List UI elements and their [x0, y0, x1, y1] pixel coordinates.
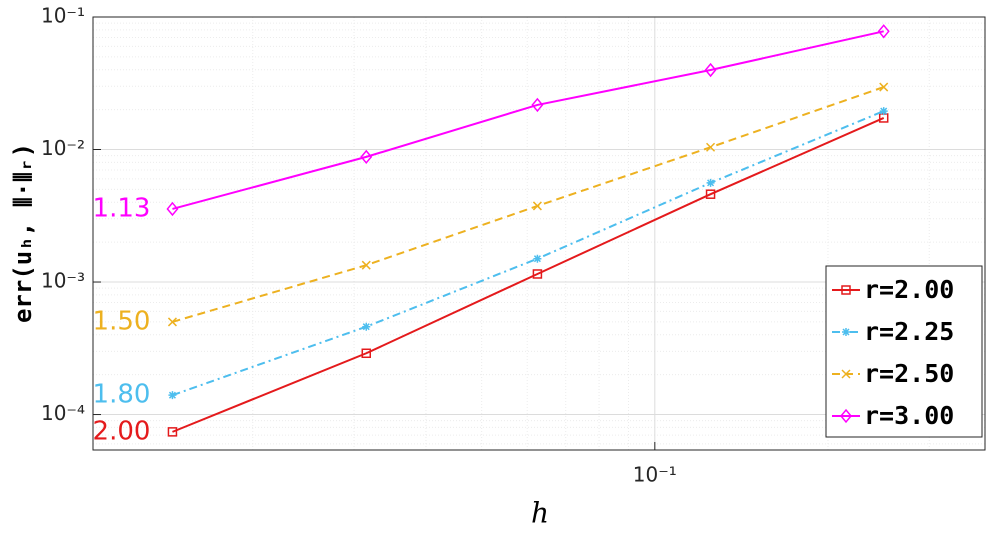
legend-label: r=3.00: [864, 401, 954, 430]
marker: [706, 178, 715, 187]
marker: [532, 269, 543, 279]
marker: [168, 391, 177, 400]
legend-label: r=2.50: [864, 359, 954, 388]
legend-box: [825, 265, 983, 438]
series-line: [172, 110, 885, 397]
marker: [360, 149, 373, 165]
marker: [879, 82, 889, 92]
marker: [533, 254, 542, 263]
annotation: 2.00: [93, 416, 151, 446]
y-tick-label: 10⁻³: [41, 269, 85, 293]
marker: [362, 322, 371, 331]
series-line: [172, 30, 884, 210]
plot-frame: [92, 16, 986, 451]
marker: [167, 427, 178, 437]
marker: [877, 24, 890, 39]
y-tick-label: 10⁻¹: [41, 4, 85, 28]
marker: [361, 348, 372, 359]
series-line: [172, 117, 885, 433]
annotation: 1.80: [93, 380, 151, 410]
x-axis-label: h: [531, 497, 549, 530]
marker: [879, 107, 888, 116]
annotation: 1.50: [93, 306, 151, 336]
y-tick-label: 10⁻²: [41, 136, 85, 160]
marker: [166, 201, 179, 217]
marker: [531, 97, 544, 113]
legend-label: r=2.25: [864, 317, 954, 346]
y-axis-label: err(uₕ, ⦀·⦀ᵣ): [9, 143, 37, 323]
marker: [167, 317, 177, 327]
marker: [532, 201, 542, 211]
marker: [361, 260, 371, 270]
marker: [705, 189, 716, 199]
legend-marker: [841, 369, 851, 379]
legend-label: r=2.00: [864, 275, 954, 304]
series-line: [172, 86, 885, 323]
legend-marker: [842, 328, 850, 336]
annotation: 1.13: [93, 193, 151, 223]
y-tick-label: 10⁻⁴: [41, 401, 85, 425]
marker: [704, 62, 717, 78]
marker: [706, 142, 716, 152]
x-tick-label: 10⁻¹: [633, 463, 677, 487]
legend-marker: [840, 408, 852, 424]
legend-marker: [841, 285, 851, 295]
